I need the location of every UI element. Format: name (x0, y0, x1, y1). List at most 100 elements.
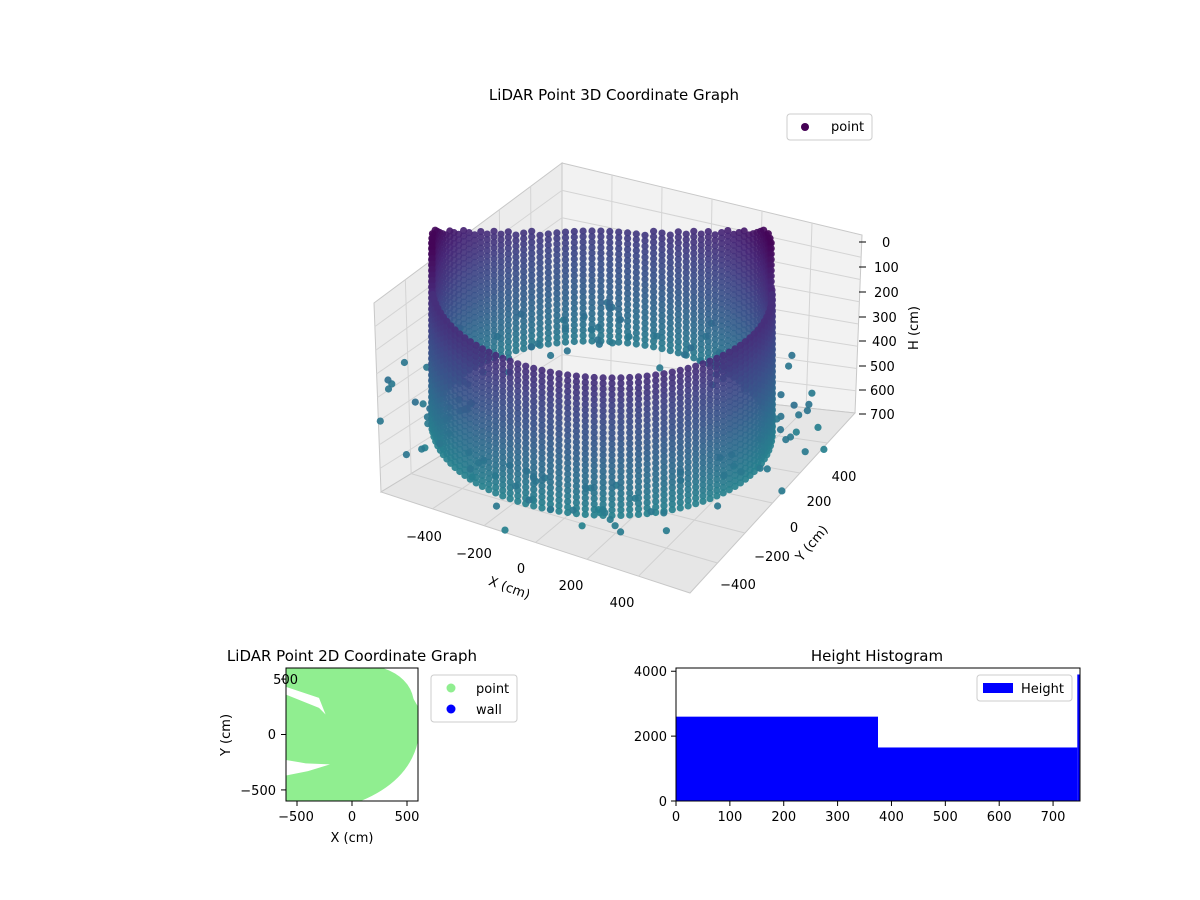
point-3d (736, 396, 745, 404)
point-3d (660, 419, 668, 427)
point-3d (668, 407, 676, 415)
z-tick-6: 600 (870, 384, 895, 399)
point-3d (471, 269, 479, 277)
point-3d (485, 436, 493, 444)
point-3d (713, 426, 721, 434)
point-3d (466, 465, 474, 473)
point-3d (471, 319, 479, 327)
point-3d (711, 269, 719, 277)
point-3d (588, 243, 596, 252)
point-3d (606, 249, 614, 258)
point-3d (684, 436, 692, 444)
point-3d (512, 242, 520, 250)
point-3d (478, 422, 486, 430)
point-3d (588, 320, 596, 329)
point-3d (668, 473, 676, 481)
point-3d (528, 249, 536, 257)
point-3d (719, 456, 727, 464)
point-3d (704, 277, 712, 285)
point-3d (641, 292, 649, 300)
point-3d (466, 376, 474, 384)
point-3d (697, 313, 705, 321)
point-3d (461, 334, 469, 342)
point-3d (704, 310, 712, 318)
point-3d (522, 401, 530, 409)
point-3d (725, 392, 733, 400)
point-3d (599, 500, 607, 508)
point-3d (544, 268, 552, 277)
point-3d (579, 326, 587, 334)
point-3d (572, 422, 581, 430)
point-3d (514, 409, 522, 417)
point-3d (632, 340, 640, 348)
point-3d (660, 408, 668, 416)
point-3d (634, 472, 643, 480)
point-3d (704, 228, 712, 236)
point-3d (718, 245, 726, 253)
point-3d (736, 462, 745, 470)
point-3d (597, 282, 605, 290)
point-3d (564, 486, 572, 495)
point-3d (724, 238, 732, 246)
point-3d (506, 456, 514, 464)
point-3d (572, 444, 581, 452)
point-3d (478, 455, 486, 463)
point-3d (643, 400, 651, 408)
point-3d (713, 431, 721, 439)
point-3d (731, 416, 739, 424)
point-3d (608, 390, 616, 399)
point-3d (692, 494, 700, 502)
point-3d (528, 321, 536, 329)
point-3d (561, 338, 570, 346)
point-3d (626, 494, 634, 503)
point-3d (666, 286, 674, 294)
point-3d (725, 447, 733, 455)
point-3d (599, 379, 607, 387)
chart-2d: LiDAR Point 2D Coordinate Graph 500 0 −5… (219, 647, 518, 846)
point-3d (497, 340, 505, 348)
point-3d (472, 451, 480, 459)
point-3d (668, 412, 676, 420)
point-3d (632, 268, 640, 277)
point-3d (466, 398, 474, 406)
y2d-tick-0: 500 (273, 673, 298, 688)
point-3d (579, 299, 587, 307)
point-3d (736, 435, 745, 443)
point-3d (682, 296, 690, 304)
point-3d (588, 276, 596, 285)
point-3d (588, 331, 596, 340)
point-3d (719, 401, 727, 409)
point-3d (522, 461, 530, 469)
point-3d (564, 497, 572, 506)
point-3d (471, 302, 479, 310)
point-3d (544, 307, 552, 315)
point-3d (492, 417, 500, 425)
point-3d (504, 266, 512, 274)
point-3d (624, 262, 632, 270)
point-3d (626, 478, 634, 486)
point-3d (660, 447, 668, 455)
point-3d (725, 376, 733, 384)
point-3d (704, 332, 712, 340)
point-3d (730, 296, 738, 304)
point-3d (514, 497, 522, 505)
point-3d (597, 238, 605, 246)
y-axis-ticks: −400 −200 0 200 400 (720, 470, 856, 593)
point-3d (477, 299, 485, 307)
point-3d (555, 370, 563, 378)
point-3d (553, 284, 561, 292)
point-3d (477, 239, 485, 247)
point-3d (504, 250, 512, 258)
point-3d (471, 275, 479, 283)
point-3d (483, 252, 491, 260)
point-3d (581, 505, 589, 513)
point-3d (632, 296, 640, 304)
point-3d (643, 372, 651, 380)
point-3d (658, 246, 666, 254)
point-3d (472, 396, 480, 404)
point-3d (660, 491, 668, 499)
point-3d (478, 394, 486, 402)
point-3d (713, 448, 721, 456)
point-3d (676, 366, 684, 374)
point-3d (561, 294, 570, 302)
